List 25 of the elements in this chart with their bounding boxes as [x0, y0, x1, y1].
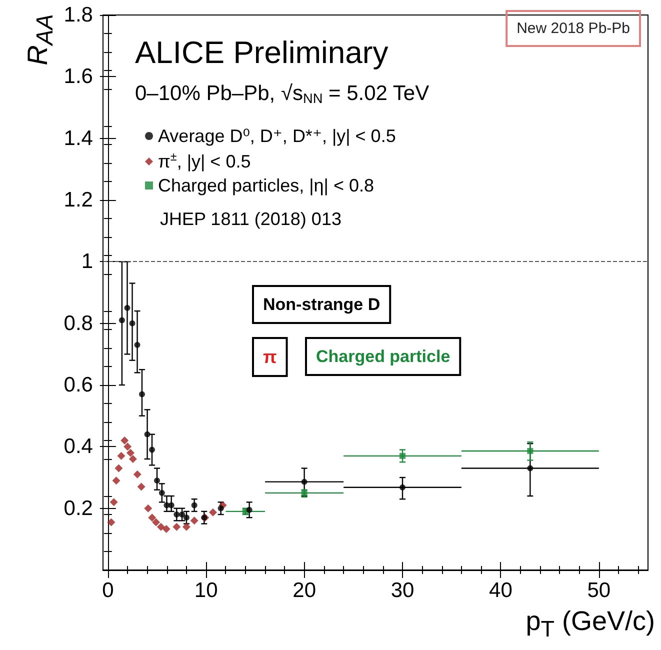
y-tick-label: 0.4 [64, 435, 94, 458]
legend-label: Charged particles, |η| < 0.8 [158, 176, 374, 196]
y-tick-label: 0.6 [64, 374, 93, 396]
y-tick-label: 1.8 [64, 4, 93, 26]
y-tick-label: 0.2 [64, 496, 93, 520]
y-tick-label: 1 [81, 250, 93, 274]
x-tick-label: 30 [390, 579, 414, 602]
x-tick-label: 50 [587, 579, 611, 602]
y-tick-label: 0.8 [64, 312, 93, 335]
annotation: π [263, 347, 277, 367]
annotation: JHEP 1811 (2018) 013 [160, 209, 342, 229]
annotation: Non-strange D [263, 295, 380, 314]
text: ALICE Preliminary [135, 35, 389, 70]
annotation: New 2018 Pb-Pb [516, 20, 630, 37]
legend-label: π±, |y| < 0.5 [158, 150, 251, 172]
y-tick-label: 1.2 [64, 188, 93, 212]
x-tick-label: 20 [292, 579, 316, 602]
x-tick-label: 10 [194, 579, 218, 602]
x-axis-title: p$_{T}$ (GeV/c) [526, 606, 655, 642]
x-tick-label: 40 [489, 579, 512, 602]
annotation: Charged particle [316, 347, 450, 366]
y-tick-label: 1.4 [64, 126, 94, 150]
x-tick-label: 0 [102, 579, 114, 602]
legend-label: Average D⁰, D⁺, D*⁺, |y| < 0.5 [158, 126, 396, 146]
y-tick-label: 1.6 [64, 65, 93, 88]
